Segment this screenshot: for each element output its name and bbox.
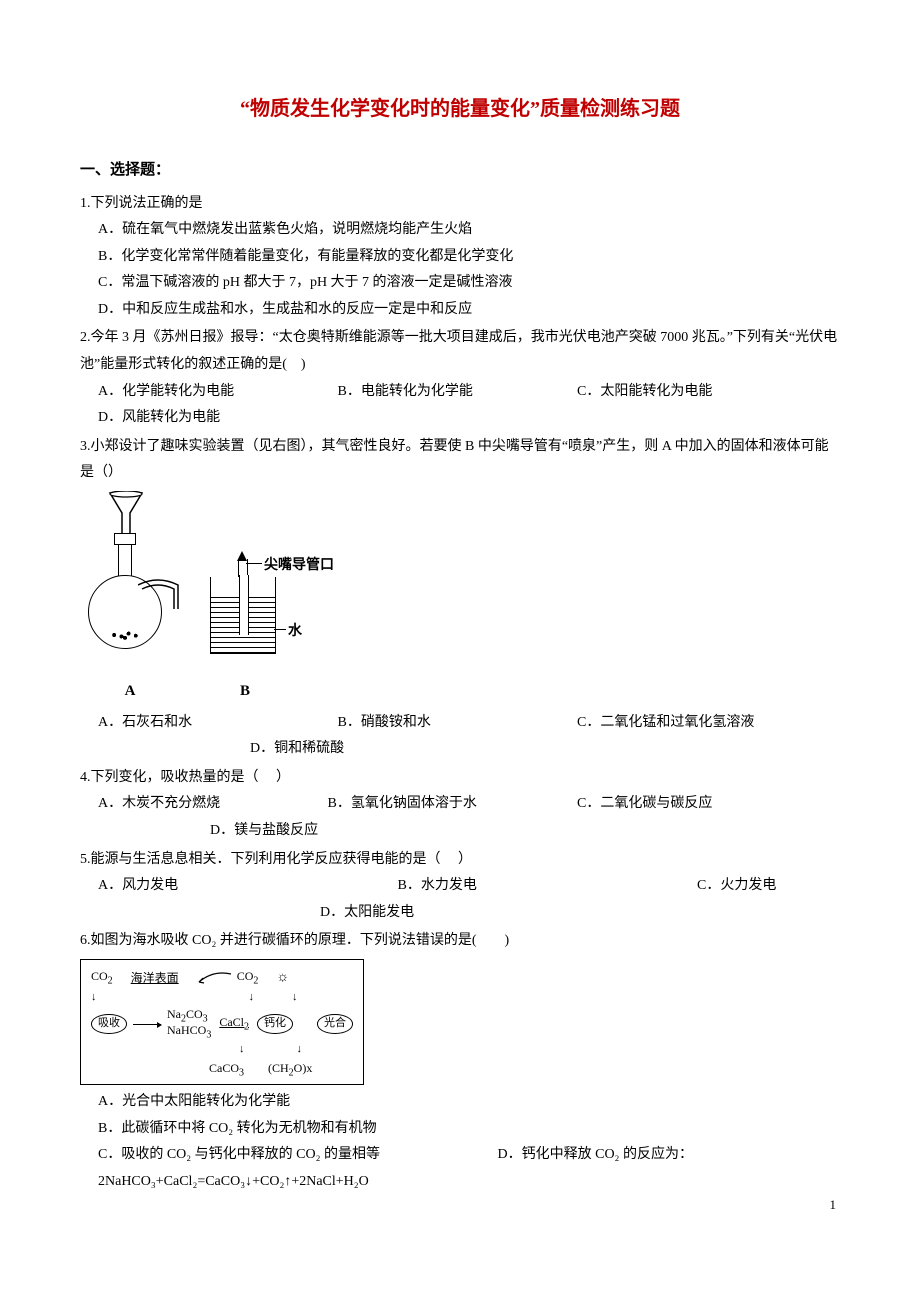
sun-icon: ☼	[276, 968, 289, 988]
q3-apparatus-figure: 尖嘴导管口 水 A B	[80, 491, 840, 706]
q5-option-b: B．水力发电	[398, 873, 658, 900]
q5-options-row1: A．风力发电 B．水力发电 C．火力发电	[80, 873, 840, 900]
q6-salts: Na2CO3NaHCO3	[167, 1008, 211, 1041]
q3-option-a: A．石灰石和水	[98, 710, 298, 737]
q6-cacl2-label: CaCl2	[219, 1014, 249, 1034]
q4-options-row2: D．镁与盐酸反应	[80, 818, 840, 845]
q6-option-c: C．吸收的 CO₂ 与钙化中释放的 CO₂ 的量相等	[98, 1142, 458, 1169]
q6-down-arrows: ↓ ↓	[239, 1042, 353, 1057]
document-title: “物质发生化学变化时的能量变化”质量检测练习题	[80, 90, 840, 128]
stopcock-icon	[114, 533, 136, 545]
q6-options-row2: C．吸收的 CO₂ 与钙化中释放的 CO₂ 的量相等 D．钙化中释放 CO₂ 的…	[80, 1142, 840, 1169]
q3-option-c: C．二氧化锰和过氧化氢溶液	[577, 710, 754, 737]
q3-flask-a	[80, 491, 180, 671]
q3-options-row1: A．石灰石和水 B．硝酸铵和水 C．二氧化锰和过氧化氢溶液	[80, 710, 840, 737]
q4-stem: 4.下列变化，吸收热量的是（ ）	[80, 765, 840, 792]
q2-stem: 2.今年 3 月《苏州日报》报导：“太仓奥特斯维能源等一批大项目建成后，我市光伏…	[80, 325, 840, 378]
q6-stem: 6.如图为海水吸收 CO₂ 并进行碳循环的原理．下列说法错误的是( )	[80, 928, 840, 955]
q3-beaker-b: 尖嘴导管口 水	[204, 491, 294, 671]
q3-label-a: A	[80, 677, 180, 706]
q1-option-b: B．化学变化常常伴随着能量变化，有能量释放的变化都是化学变化	[80, 244, 840, 271]
inner-tube	[239, 575, 249, 635]
page-number: 1	[830, 1193, 837, 1218]
flask-neck	[118, 545, 132, 577]
q6-option-a: A．光合中太阳能转化为化学能	[98, 1089, 498, 1116]
q6-option-d: D．钙化中释放 CO₂ 的反应为：	[498, 1142, 693, 1169]
q3-ab-labels: A B	[80, 677, 840, 706]
q4-options-row1: A．木炭不充分燃烧 B．氢氧化钠固体溶于水 C．二氧化碳与碳反应	[80, 791, 840, 818]
section-heading: 一、选择题：	[80, 156, 840, 185]
q1-option-c: C．常温下碱溶液的 pH 都大于 7，pH 大于 7 的溶液一定是碱性溶液	[80, 270, 840, 297]
beaker-body	[210, 577, 276, 654]
q3-options-row2: D．铜和稀硫酸	[80, 736, 840, 763]
q6-products-row: CaCO3 (CH2O)x	[209, 1060, 353, 1080]
q3-stem: 3.小郑设计了趣味实验装置（见右图），其气密性良好。若要使 B 中尖嘴导管有“喷…	[80, 434, 840, 487]
q6-absorb-node: 吸收	[91, 1014, 127, 1033]
q5-option-d: D．太阳能发电	[320, 900, 414, 927]
q5-option-a: A．风力发电	[98, 873, 358, 900]
q6-photo-node: 光合	[317, 1014, 353, 1033]
funnel-icon	[106, 491, 146, 537]
q6-ch2ox: (CH2O)x	[268, 1060, 312, 1080]
q4-option-d: D．镁与盐酸反应	[210, 818, 318, 845]
q2-option-c: C．太阳能转化为电能	[577, 379, 777, 406]
q2-option-a: A．化学能转化为电能	[98, 379, 298, 406]
q6-mid-row: ↓ ↓ ↓	[91, 990, 353, 1005]
q3-label-b: B	[180, 677, 310, 706]
q6-calcify-node: 钙化	[257, 1014, 293, 1033]
q3-option-d: D．铜和稀硫酸	[250, 736, 344, 763]
q4-option-b: B．氢氧化钠固体溶于水	[328, 791, 538, 818]
q1-option-a: A．硫在氧气中燃烧发出蓝紫色火焰，说明燃烧均能产生火焰	[80, 217, 840, 244]
q1-stem: 1.下列说法正确的是	[80, 191, 840, 218]
arrow-right-icon	[133, 1024, 161, 1025]
q3-option-b: B．硝酸铵和水	[338, 710, 538, 737]
q2-option-b: B．电能转化为化学能	[338, 379, 538, 406]
q2-option-d: D．风能转化为电能	[98, 405, 220, 432]
q6-caco3: CaCO3	[209, 1060, 244, 1080]
q6-sea-surface: 海洋表面	[131, 970, 179, 987]
q6-options-row1: A．光合中太阳能转化为化学能 B．此碳循环中将 CO₂ 转化为无机物和有机物	[80, 1089, 840, 1142]
curve-arrow-icon	[197, 970, 237, 984]
q6-top-row: CO2 海洋表面 CO2 ☼	[91, 968, 353, 988]
q6-carbon-cycle-figure: CO2 海洋表面 CO2 ☼ ↓ ↓ ↓ 吸收 Na2CO3NaHCO3 CaC…	[80, 959, 840, 1085]
q6-co2-left: CO2	[91, 968, 113, 988]
document-page: “物质发生化学变化时的能量变化”质量检测练习题 一、选择题： 1.下列说法正确的…	[0, 0, 920, 1236]
q2-options-row1: A．化学能转化为电能 B．电能转化为化学能 C．太阳能转化为电能 D．风能转化为…	[80, 379, 840, 432]
q1-option-d: D．中和反应生成盐和水，生成盐和水的反应一定是中和反应	[80, 297, 840, 324]
q5-stem: 5.能源与生活息息相关．下列利用化学反应获得电能的是（ ）	[80, 847, 840, 874]
q4-option-c: C．二氧化碳与碳反应	[577, 791, 712, 818]
q3-nozzle-label: 尖嘴导管口	[264, 553, 334, 580]
q6-co2-arrow: CO2	[197, 968, 259, 988]
q5-options-row2: D．太阳能发电	[80, 900, 840, 927]
q6-option-d-eq: 2NaHCO₃+CaCl₂=CaCO₃↓+CO₂↑+2NaCl+H₂O	[80, 1169, 840, 1196]
q4-option-a: A．木炭不充分燃烧	[98, 791, 288, 818]
q6-flow-row: 吸收 Na2CO3NaHCO3 CaCl2 钙化 光合	[91, 1008, 353, 1041]
q3-water-label: 水	[288, 619, 302, 646]
q6-option-b: B．此碳循环中将 CO₂ 转化为无机物和有机物	[98, 1116, 377, 1143]
q5-option-c: C．火力发电	[697, 873, 776, 900]
